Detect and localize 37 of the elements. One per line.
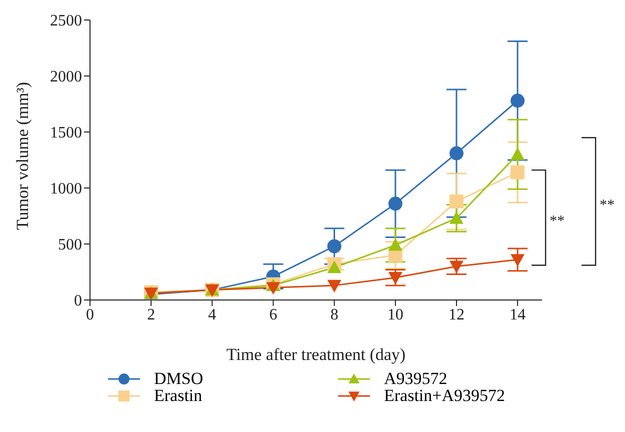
y-tick-label: 0 (74, 292, 82, 310)
y-tick-label: 2000 (50, 68, 82, 86)
point (510, 254, 525, 267)
x-tick-label: 6 (269, 306, 278, 324)
x-tick-label: 2 (147, 306, 156, 324)
point (327, 260, 342, 274)
legend-label: Erastin (154, 386, 202, 405)
text: ** (600, 197, 615, 214)
point (449, 211, 464, 224)
point (510, 147, 525, 160)
point (327, 280, 342, 292)
x-axis-title: Time after treatment (day) (226, 345, 406, 364)
point (327, 239, 342, 254)
x-tick-label: 0 (86, 306, 94, 324)
point (266, 282, 280, 295)
x-tick-label: 14 (510, 306, 526, 324)
y-axis-title: Tumor volume (mm³) (13, 82, 32, 230)
point (449, 146, 464, 160)
point (449, 194, 464, 208)
y-tick-label: 2500 (50, 12, 82, 30)
point (510, 165, 525, 180)
x-tick-label: 12 (448, 306, 464, 324)
x-tick-label: 8 (330, 306, 338, 324)
point (510, 94, 525, 108)
legend-label: DMSO (154, 369, 204, 388)
point (388, 238, 402, 251)
point (388, 196, 402, 211)
point (449, 260, 464, 274)
x-tick-label: 10 (387, 306, 404, 324)
y-tick-label: 1000 (50, 180, 82, 198)
point (388, 272, 402, 285)
text: ** (550, 214, 565, 230)
x-tick-label: 4 (208, 306, 216, 324)
legend-label: A939572 (384, 369, 448, 388)
legend-label: Erastin+A939572 (384, 386, 506, 405)
y-tick-label: 1500 (50, 124, 82, 142)
y-tick-label: 500 (58, 236, 82, 254)
